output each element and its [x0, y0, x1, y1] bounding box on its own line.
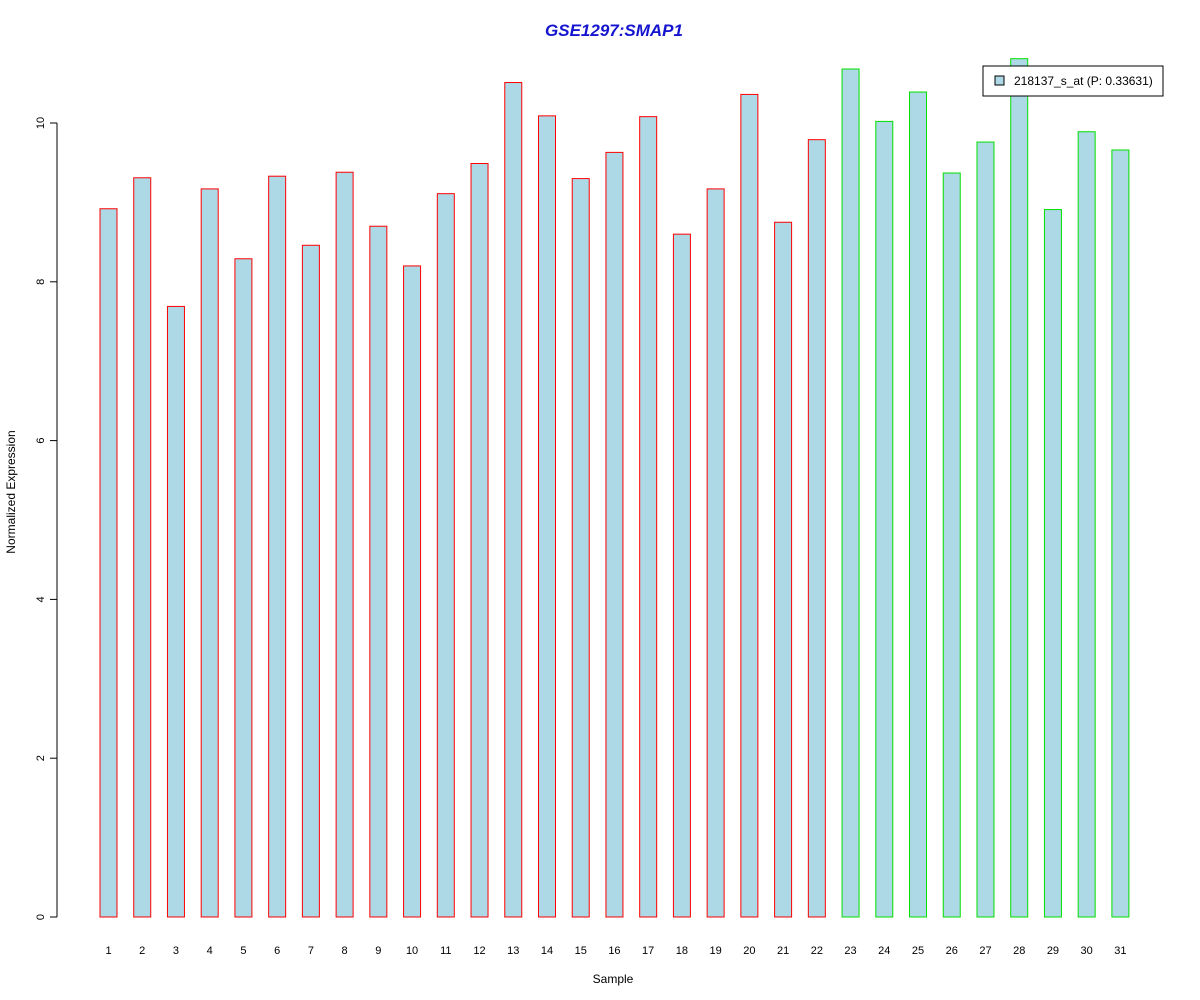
- legend-box: [982, 65, 1164, 97]
- x-tick-labels: 1 2 3 4 5 6 7 8 9 10 11 12 13 14 15 16 17 18 19 20 21 22 23 24 2…: [105, 945, 1126, 957]
- bar: [942, 172, 961, 918]
- x-tick-label: 28: [1013, 945, 1025, 957]
- x-tick-label: 31: [1114, 945, 1126, 957]
- x-tick-label: 8: [342, 945, 348, 957]
- bar: [571, 178, 590, 918]
- y-tick-label: 6: [35, 438, 47, 444]
- bar: [841, 68, 860, 918]
- bar: [807, 139, 826, 918]
- x-tick-label: 11: [440, 945, 451, 957]
- x-tick-label: 17: [642, 945, 654, 957]
- bar: [470, 162, 489, 918]
- x-tick-label: 1: [105, 945, 111, 957]
- legend-swatch: [994, 75, 1005, 86]
- x-tick-label: 16: [608, 945, 620, 957]
- bar: [537, 115, 556, 918]
- bars: [99, 58, 1130, 918]
- bar: [706, 188, 725, 918]
- y-tick-label: 8: [35, 279, 47, 285]
- bar: [99, 208, 118, 918]
- x-tick-label: 3: [173, 945, 179, 957]
- bar: [335, 171, 354, 918]
- bar: [268, 175, 287, 918]
- x-tick-label: 21: [777, 945, 789, 957]
- y-axis-label: Normalized Expression: [4, 430, 18, 553]
- bar: [909, 91, 928, 918]
- y-tick-label: 2: [35, 755, 47, 761]
- x-tick-label: 9: [375, 945, 381, 957]
- bar: [639, 116, 658, 918]
- x-tick-label: 15: [575, 945, 587, 957]
- bar: [1111, 149, 1130, 918]
- bar: [436, 193, 455, 918]
- x-tick-label: 14: [541, 945, 553, 957]
- x-tick-label: 27: [979, 945, 991, 957]
- bar: [133, 177, 152, 918]
- legend: 218137_s_at (P: 0.33631): [982, 65, 1164, 97]
- x-tick-label: 12: [473, 945, 485, 957]
- y-axis: 0 2 4 6 8 10: [35, 117, 58, 920]
- x-tick-label: 5: [240, 945, 246, 957]
- x-tick-label: 26: [946, 945, 958, 957]
- x-axis-label: Sample: [593, 972, 634, 986]
- bar: [875, 120, 894, 918]
- bar: [740, 93, 759, 918]
- bar: [976, 141, 995, 918]
- x-tick-label: 7: [308, 945, 314, 957]
- bar: [200, 188, 219, 918]
- bar: [301, 244, 320, 918]
- legend-label: 218137_s_at (P: 0.33631): [1014, 74, 1153, 88]
- y-tick-label: 4: [35, 596, 47, 602]
- x-tick-label: 18: [676, 945, 688, 957]
- x-tick-label: 20: [743, 945, 755, 957]
- bar: [1077, 131, 1096, 918]
- bar: [1043, 209, 1062, 918]
- bar: [166, 305, 185, 918]
- x-tick-label: 13: [507, 945, 519, 957]
- x-tick-label: 6: [274, 945, 280, 957]
- bar: [605, 151, 624, 918]
- y-tick-label: 0: [35, 914, 47, 920]
- bar: [1010, 58, 1029, 918]
- x-tick-label: 29: [1047, 945, 1059, 957]
- x-tick-label: 24: [878, 945, 890, 957]
- bar: [403, 265, 422, 918]
- x-tick-label: 22: [811, 945, 823, 957]
- bar: [369, 225, 388, 918]
- x-tick-label: 2: [139, 945, 145, 957]
- x-tick-label: 30: [1081, 945, 1093, 957]
- y-tick-label: 10: [35, 117, 47, 129]
- x-tick-label: 19: [710, 945, 722, 957]
- bar: [234, 258, 253, 918]
- x-tick-label: 4: [207, 945, 213, 957]
- chart-title: GSE1297:SMAP1: [545, 21, 683, 40]
- x-tick-label: 25: [912, 945, 924, 957]
- x-tick-label: 10: [406, 945, 418, 957]
- bar: [504, 82, 523, 918]
- bar: [774, 221, 793, 918]
- bar: [672, 233, 691, 918]
- x-tick-label: 23: [844, 945, 856, 957]
